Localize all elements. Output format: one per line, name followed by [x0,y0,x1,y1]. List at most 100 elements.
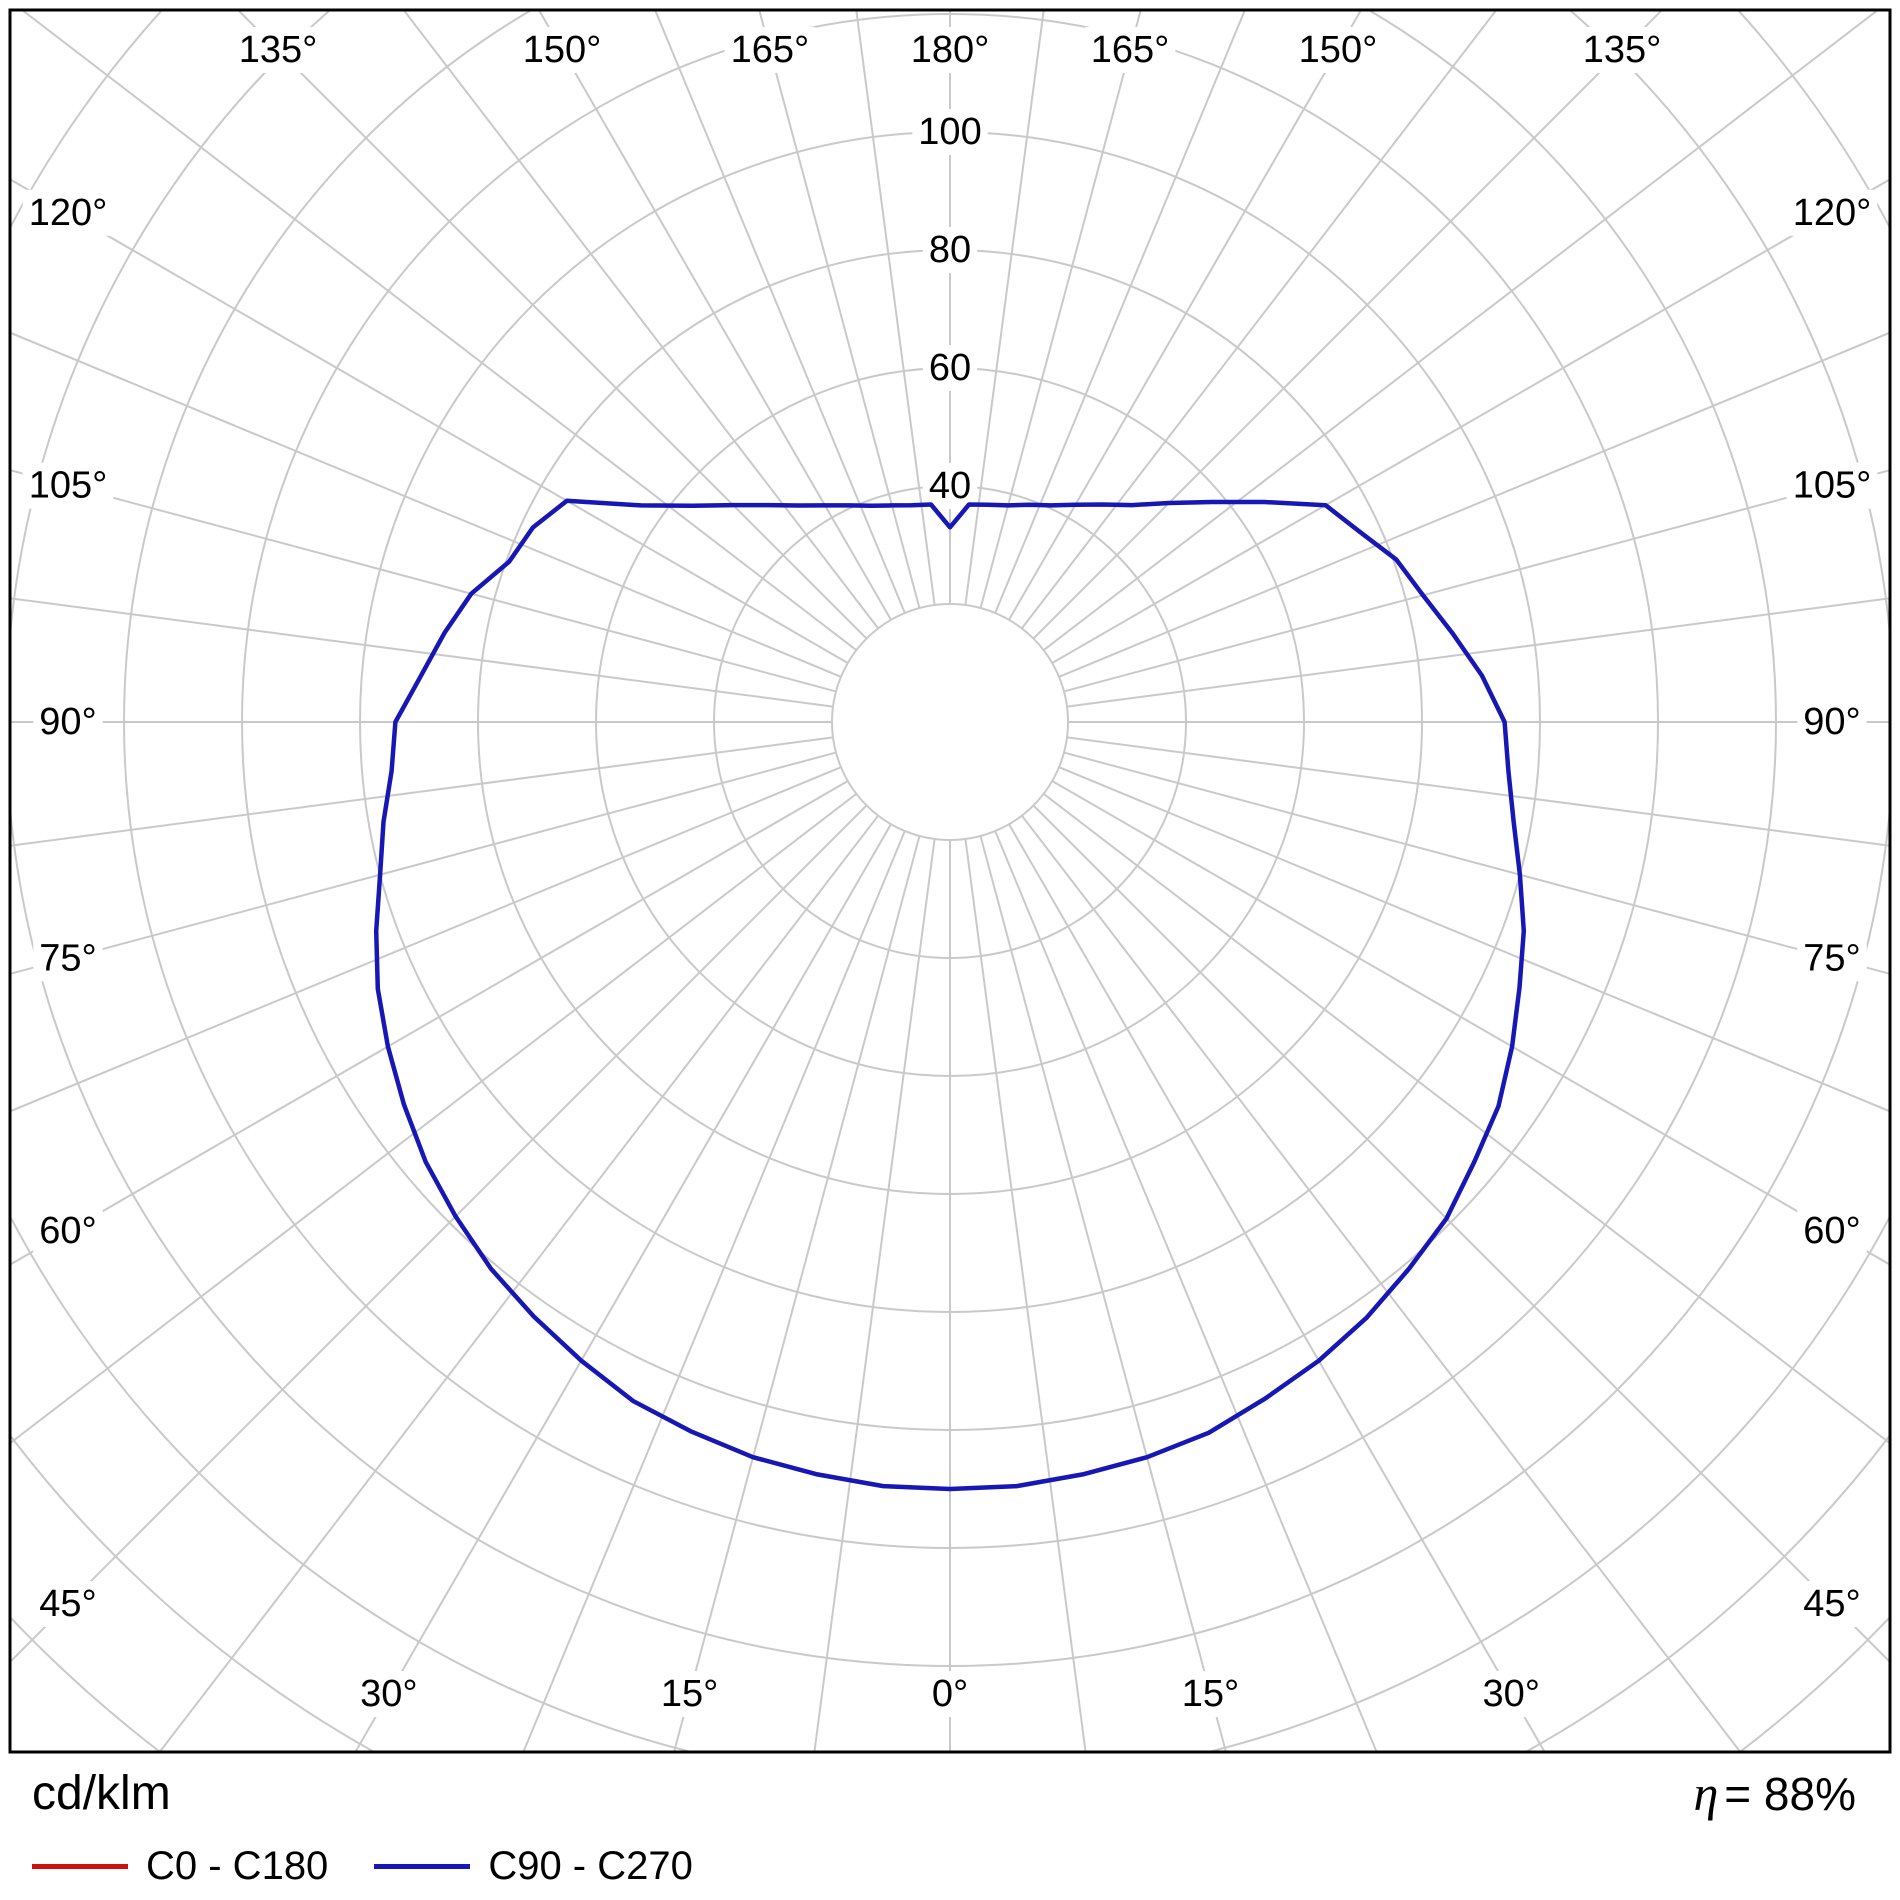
angle-label: 165° [731,29,810,71]
grid-spoke [1021,10,1498,629]
angle-label: 60° [39,1210,96,1252]
label-bg [1797,699,1867,745]
radial-tick-label: 40 [929,465,971,507]
label-bg [22,189,114,236]
eta-value: = 88% [1724,1768,1856,1820]
grid-spoke [354,823,892,1752]
angle-label: 15° [661,1673,718,1715]
legend-label-c0-c180: C0 - C180 [146,1844,329,1888]
radial-tick-label: 80 [929,229,971,271]
grid-spoke [1063,469,1890,693]
angle-label: 120° [1793,192,1872,234]
label-bg [922,345,978,391]
grid-spoke [10,804,868,1664]
chart-frame [8,8,1892,1754]
grid-spoke [1058,331,1890,678]
angle-label: 15° [1182,1673,1239,1715]
intensity-curve-c90-c270 [373,498,1527,1492]
grid-spoke [979,835,1228,1752]
grid-spoke [10,751,837,975]
legend-swatch-c90-c270 [374,1864,471,1869]
label-bg [1797,1208,1867,1255]
grid-spoke [1043,10,1880,651]
label-bg [1476,1671,1546,1717]
label-bg [1576,27,1668,73]
angle-label: 90° [1803,701,1860,743]
polar-grid [10,10,1890,1752]
label-bg [33,935,103,982]
label-bg [1084,27,1176,73]
label-bg [922,227,978,273]
label-bg [1175,1671,1246,1717]
angle-label: 120° [29,192,108,234]
angle-label: 135° [239,29,318,71]
angle-label: 150° [1299,29,1378,71]
grid-spoke [653,10,906,614]
grid-spoke [1032,10,1664,640]
angle-label: 0° [932,1673,968,1715]
grid-spoke [402,10,879,629]
grid-spoke [1021,815,1742,1752]
angle-label: 165° [1091,29,1170,71]
label-bg [1786,462,1878,509]
label-bg [1797,935,1867,982]
grid-spoke [1066,597,1890,708]
grid-spoke [10,469,837,693]
grid-spoke [1043,793,1890,1445]
angle-label: 105° [29,465,108,507]
angle-label: 180° [911,29,990,71]
grid-spoke [522,830,906,1752]
grid-spoke [10,597,834,708]
radial-tick-label: 60 [929,347,971,389]
legend-swatch-c0-c180 [32,1864,128,1869]
legend-label-c90-c270: C90 - C270 [488,1844,693,1888]
grid-spoke [1058,766,1890,1113]
label-bg [904,27,996,73]
grid-spoke [994,10,1247,614]
angle-label: 30° [360,1673,417,1715]
label-bg [724,27,816,73]
legend-item-c90-c270: C90 - C270 [374,1844,693,1889]
grid-spoke [855,10,936,606]
radial-tick-label: 100 [918,111,981,153]
eta-symbol: η [1693,1765,1719,1821]
label-bg [922,463,978,509]
angle-label: 75° [39,937,96,979]
grid-spoke [10,331,842,678]
grid-spoke [758,10,921,609]
grid-spoke [1063,751,1890,975]
grid-spoke [813,838,936,1752]
efficiency-label: η = 88% [1693,1764,1856,1822]
label-bg [354,1671,424,1717]
grid-spoke [10,793,857,1445]
grid-spoke [1032,804,1890,1664]
label-bg [1292,27,1384,73]
angle-label: 105° [1793,465,1872,507]
grid-spoke [20,10,857,651]
angle-label: 30° [1482,1673,1539,1715]
label-bg [232,27,324,73]
polar-chart: 0° 15° 15° 30° 30° 45° 45° 60° 60° 75° 75° 90° 90° 10… [8,8,1892,1754]
angle-label: 75° [1803,937,1860,979]
grid-spoke [1066,736,1890,847]
unit-label: cd/klm [32,1767,171,1820]
label-bg [33,1581,103,1627]
angle-label: 45° [1803,1583,1860,1625]
label-bg [33,699,103,745]
label-bg [516,27,608,73]
grid-spoke [672,835,921,1752]
grid-ring [831,603,1069,841]
label-bg [22,462,114,509]
grid-spoke [1051,780,1890,1266]
grid-spoke [994,830,1378,1752]
grid-spoke [1008,823,1546,1752]
grid-spoke [964,10,1045,606]
grid-spoke [10,736,834,847]
angle-label: 45° [39,1583,96,1625]
angle-label: 135° [1583,29,1662,71]
label-bg [1786,189,1878,236]
grid-spoke [1008,10,1363,621]
legend: C0 - C180 C90 - C270 [32,1844,693,1889]
grid-spoke [236,10,868,640]
